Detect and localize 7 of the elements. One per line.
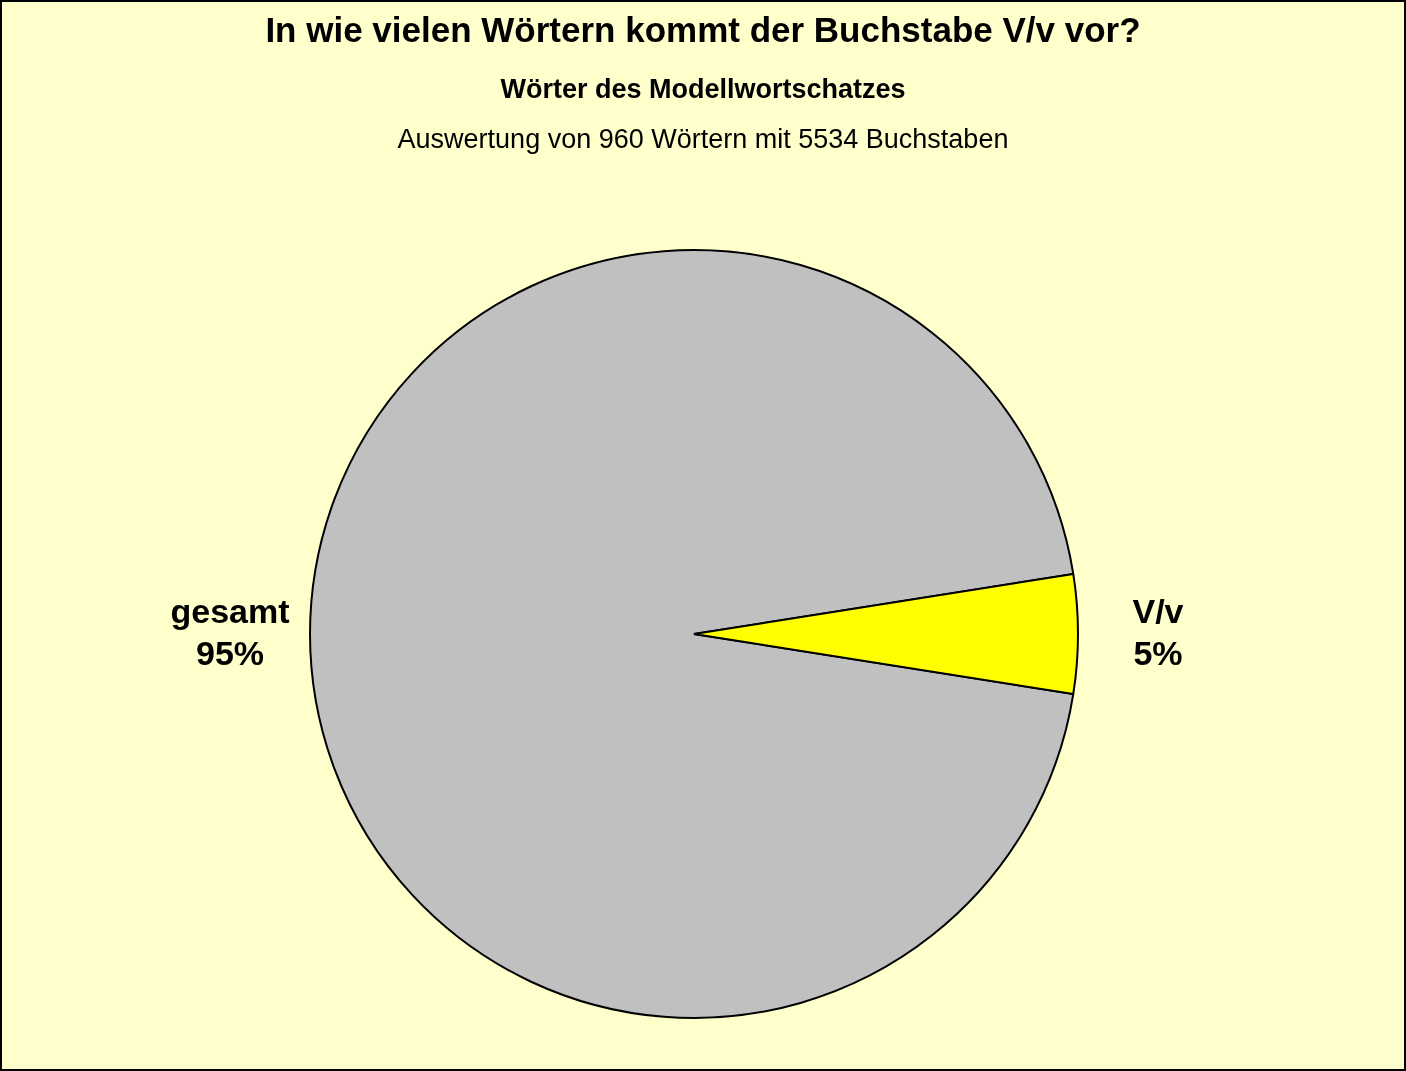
slice-label: gesamt — [170, 592, 290, 631]
chart-subtitle: Wörter des Modellwortschatzes — [499, 74, 907, 105]
data-label: 95% — [195, 634, 265, 673]
text: Auswertung von 960 Wörtern mit 5534 Buchstaben — [396, 124, 1010, 155]
data-label: 5% — [1133, 634, 1183, 673]
slice-label: V/v — [1132, 592, 1184, 631]
chart-title: In wie vielen Wörtern kommt der Buchstabe V/v vor? — [264, 10, 1142, 50]
